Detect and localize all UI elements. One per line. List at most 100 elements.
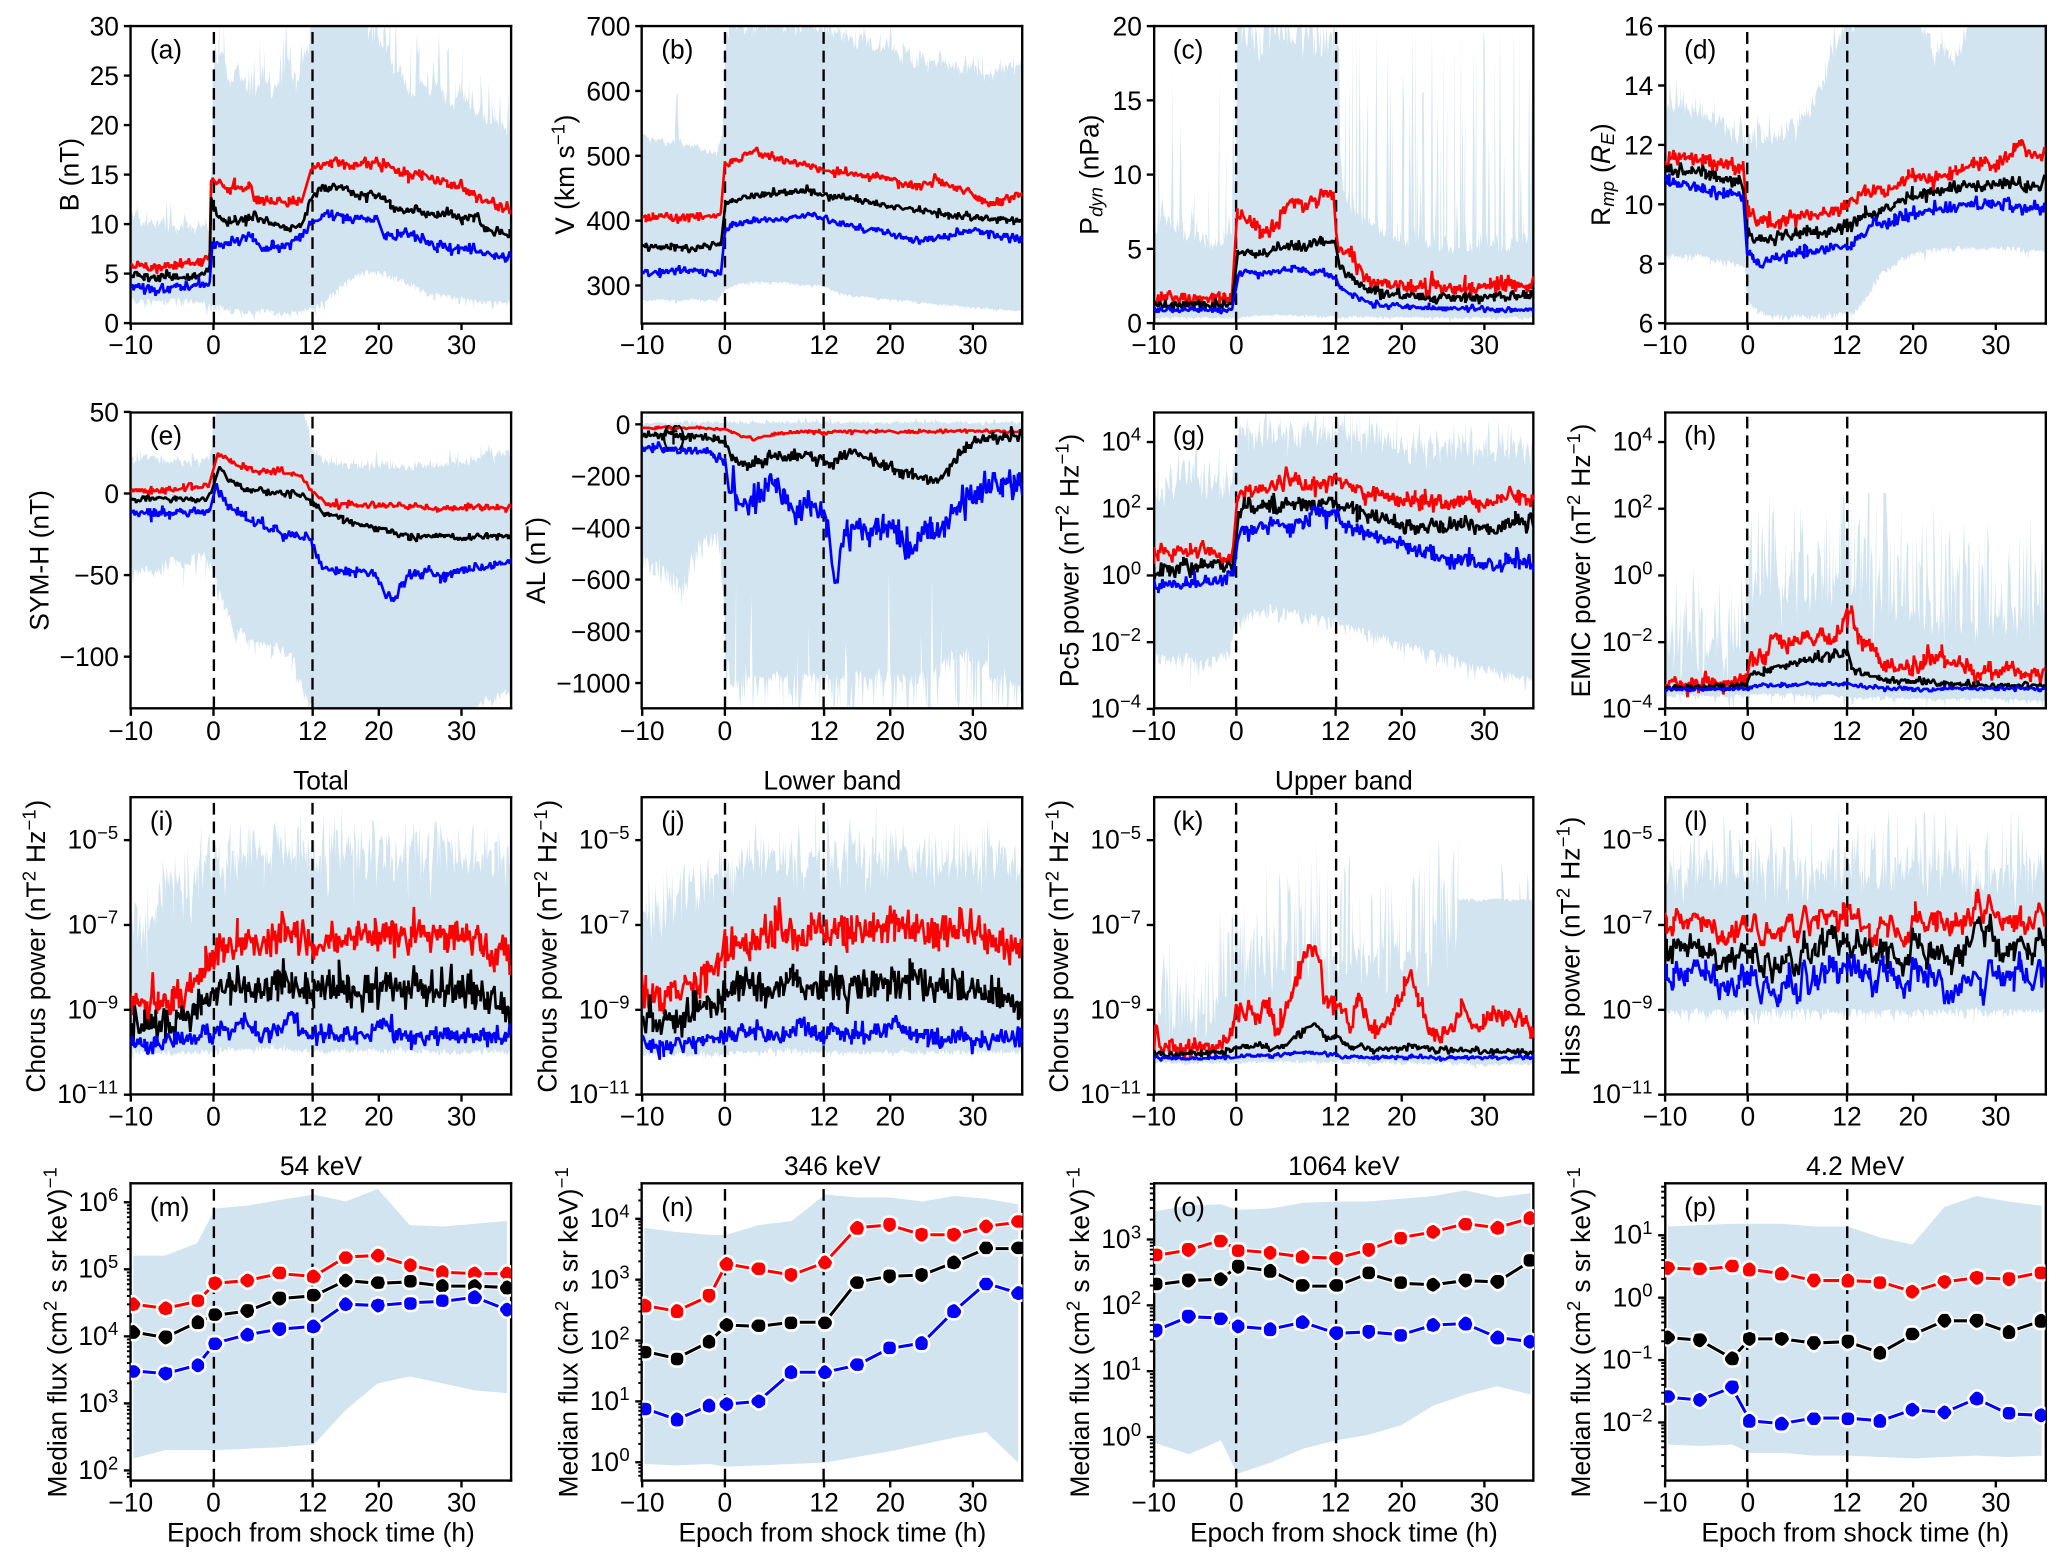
svg-text:(g): (g) <box>1173 420 1205 450</box>
svg-text:500: 500 <box>586 141 630 171</box>
svg-text:1 0 −: 1 0 − 9 <box>1090 989 1141 1025</box>
svg-text:0: 0 <box>206 1102 221 1132</box>
svg-text:Lower band: Lower band <box>763 765 901 795</box>
svg-text:(f): (f) <box>661 420 686 450</box>
svg-text:12: 12 <box>1832 716 1861 746</box>
svg-text:1 0 −: 1 0 − 7 <box>579 904 630 940</box>
svg-text:20: 20 <box>876 330 905 360</box>
svg-text:30: 30 <box>1981 1487 2010 1517</box>
svg-text:30: 30 <box>1470 330 1499 360</box>
svg-text:12: 12 <box>298 330 327 360</box>
svg-text:1 0 4: 1 0 4 <box>1101 424 1141 457</box>
svg-text:0: 0 <box>206 1487 221 1517</box>
svg-text:30: 30 <box>447 1487 476 1517</box>
svg-text:1 0 −: 1 0 − 2 <box>1602 621 1653 657</box>
svg-text:1 0 −: 1 0 − 5 <box>579 819 630 855</box>
svg-text:12: 12 <box>1321 330 1350 360</box>
svg-text:30: 30 <box>447 330 476 360</box>
svg-text:12: 12 <box>809 330 838 360</box>
svg-text:12: 12 <box>1832 1487 1861 1517</box>
svg-text:0: 0 <box>1229 330 1244 360</box>
svg-text:(b): (b) <box>661 35 693 65</box>
svg-text:15: 15 <box>1113 86 1142 116</box>
svg-text:6: 6 <box>1639 309 1654 339</box>
svg-text:1 0 2: 1 0 2 <box>78 1452 118 1485</box>
svg-text:−10: −10 <box>620 716 665 746</box>
svg-text:12: 12 <box>1321 716 1350 746</box>
svg-text:0: 0 <box>104 309 119 339</box>
svg-text:−10: −10 <box>1131 1102 1176 1132</box>
svg-text:20: 20 <box>1387 1487 1416 1517</box>
svg-text:−800: −800 <box>571 617 630 647</box>
svg-text:1 0 5: 1 0 5 <box>78 1251 118 1284</box>
svg-text:20: 20 <box>1387 716 1416 746</box>
svg-text:−10: −10 <box>1643 1487 1688 1517</box>
svg-text:0: 0 <box>1229 1102 1244 1132</box>
svg-text:12: 12 <box>1321 1102 1350 1132</box>
svg-text:−10: −10 <box>1643 716 1688 746</box>
svg-text:30: 30 <box>958 716 987 746</box>
svg-text:(o): (o) <box>1173 1192 1205 1222</box>
svg-text:20: 20 <box>876 1487 905 1517</box>
svg-text:1 0 2: 1 0 2 <box>590 1322 630 1355</box>
svg-text:1 0 1: 1 0 1 <box>1101 1353 1141 1386</box>
svg-text:1 0 −: 1 0 − 2 <box>1090 621 1141 657</box>
svg-text:0: 0 <box>718 1102 733 1132</box>
svg-text:C h o r: C h o r u s p o w e r ( n T H z ) 2 − 1 <box>1038 794 1074 1093</box>
svg-text:1 0 −: 1 0 − 2 <box>1602 1401 1653 1437</box>
svg-text:20: 20 <box>364 330 393 360</box>
svg-text:20: 20 <box>90 111 119 141</box>
svg-text:1 0 3: 1 0 3 <box>1101 1221 1141 1254</box>
svg-text:(k): (k) <box>1173 806 1204 836</box>
svg-text:10: 10 <box>90 210 119 240</box>
svg-text:Epoch from shock time (h): Epoch from shock time (h) <box>678 1518 986 1548</box>
svg-text:600: 600 <box>586 77 630 107</box>
svg-text:−100: −100 <box>60 642 119 672</box>
svg-text:1 0 0: 1 0 0 <box>1101 1419 1141 1452</box>
svg-text:30: 30 <box>1470 716 1499 746</box>
svg-text:1 0 −: 1 0 − 1 <box>1602 1339 1653 1375</box>
svg-text:R ( ): R ( ) m p E R <box>1586 117 1619 226</box>
svg-text:Upper band: Upper band <box>1275 765 1413 795</box>
svg-text:1 0 1: 1 0 1 <box>1613 1217 1653 1250</box>
svg-text:20: 20 <box>1387 330 1416 360</box>
svg-text:Epoch from shock time (h): Epoch from shock time (h) <box>1190 1518 1498 1548</box>
svg-text:(h): (h) <box>1684 420 1716 450</box>
svg-text:0: 0 <box>1127 309 1142 339</box>
svg-text:0: 0 <box>718 716 733 746</box>
svg-text:1 0 2: 1 0 2 <box>1613 491 1653 524</box>
svg-text:−10: −10 <box>108 1487 153 1517</box>
svg-text:1 0 −: 1 0 − 4 <box>1602 688 1653 724</box>
svg-text:20: 20 <box>1898 330 1927 360</box>
svg-text:1 0 −: 1 0 − 5 <box>1090 819 1141 855</box>
svg-text:−10: −10 <box>108 716 153 746</box>
svg-text:−400: −400 <box>571 513 630 543</box>
svg-text:50: 50 <box>90 397 119 427</box>
svg-text:1 0 4: 1 0 4 <box>590 1200 630 1233</box>
svg-text:−10: −10 <box>1131 1487 1176 1517</box>
svg-text:(m): (m) <box>150 1192 190 1222</box>
svg-text:1 0 0: 1 0 0 <box>1613 1280 1653 1313</box>
svg-text:1064 keV: 1064 keV <box>1288 1151 1400 1181</box>
svg-text:1 0 0: 1 0 0 <box>1101 557 1141 590</box>
svg-text:1 0 −: 1 0 − 7 <box>1090 904 1141 940</box>
svg-text:−10: −10 <box>620 330 665 360</box>
svg-text:1 0 6: 1 0 6 <box>78 1184 118 1217</box>
svg-text:30: 30 <box>1470 1487 1499 1517</box>
svg-text:15: 15 <box>90 160 119 190</box>
svg-text:0: 0 <box>1229 716 1244 746</box>
svg-text:4.2 MeV: 4.2 MeV <box>1806 1151 1905 1181</box>
svg-text:−10: −10 <box>1643 330 1688 360</box>
svg-text:SYM-H (nT): SYM-H (nT) <box>25 490 55 631</box>
svg-text:1 0 −: 1 0 − 1 1 <box>1592 1073 1653 1109</box>
svg-text:20: 20 <box>1113 12 1142 42</box>
svg-text:0: 0 <box>1740 1487 1755 1517</box>
svg-text:1 0 −: 1 0 − 9 <box>579 989 630 1025</box>
svg-text:(a): (a) <box>150 35 182 65</box>
svg-text:30: 30 <box>447 716 476 746</box>
svg-text:AL (nT): AL (nT) <box>521 517 551 604</box>
svg-text:0: 0 <box>206 330 221 360</box>
svg-text:−50: −50 <box>74 561 119 591</box>
svg-text:0: 0 <box>206 716 221 746</box>
svg-text:E M I C: E M I C p o w e r ( n T H z ) 2 − 1 <box>1560 417 1596 697</box>
